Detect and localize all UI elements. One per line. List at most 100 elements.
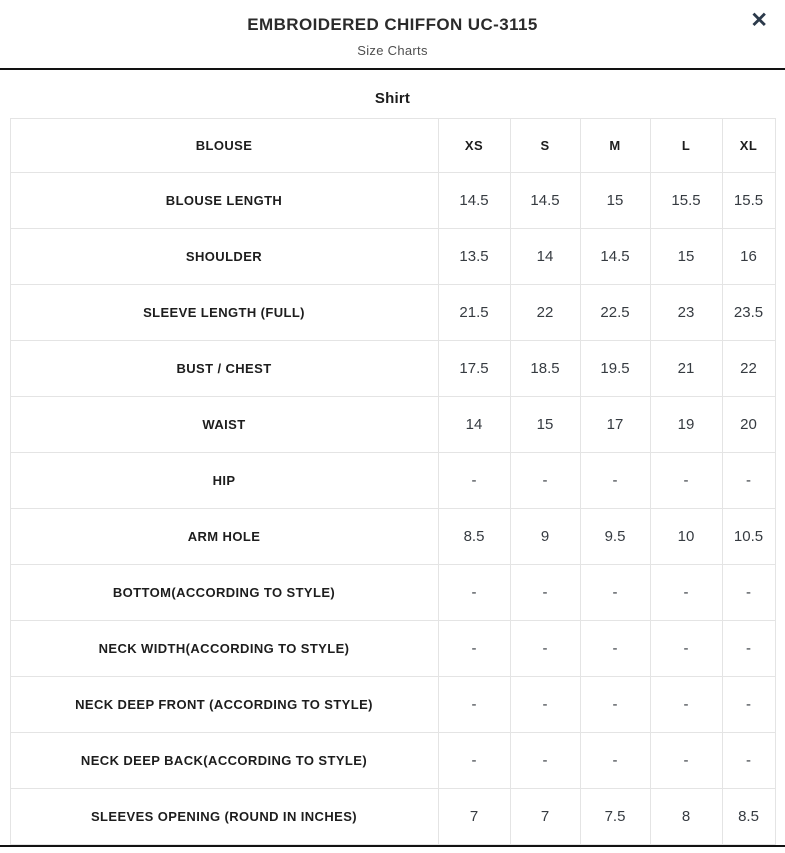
- measurement-value: 9.5: [579, 508, 651, 565]
- measurement-value: 7.5: [579, 788, 651, 845]
- measurement-value: 17: [579, 396, 651, 453]
- row-label: BUST / CHEST: [9, 340, 439, 397]
- measurement-value: 8.5: [437, 508, 511, 565]
- table-row: WAIST 14 15 17 19 20: [9, 396, 776, 453]
- measurement-value: -: [721, 732, 776, 789]
- measurement-value: 15.5: [721, 172, 776, 229]
- section-title-shirt: Shirt: [374, 90, 411, 107]
- measurement-value: 22: [509, 284, 581, 341]
- size-chart-table: BLOUSE XS S M L XL BLOUSE LENGTH 14.5 14.5 15 15.…: [9, 118, 776, 845]
- row-label: SLEEVE LENGTH (FULL): [9, 284, 439, 341]
- measurement-value: -: [721, 676, 776, 733]
- measurement-value: -: [579, 676, 651, 733]
- measurement-value: -: [509, 452, 581, 509]
- measurement-value: -: [579, 732, 651, 789]
- measurement-value: -: [579, 564, 651, 621]
- size-table-body: BLOUSE LENGTH 14.5 14.5 15 15.5 15.5 SHOULDER 1…: [9, 172, 776, 845]
- column-header-size: XS: [437, 118, 511, 173]
- row-label: SLEEVES OPENING (ROUND IN INCHES): [9, 788, 439, 845]
- measurement-value: 14.5: [509, 172, 581, 229]
- measurement-value: -: [721, 452, 776, 509]
- measurement-value: 7: [437, 788, 511, 845]
- measurement-value: 22.5: [579, 284, 651, 341]
- close-icon[interactable]: ✕: [746, 6, 772, 35]
- table-row: SHOULDER 13.5 14 14.5 15 16: [9, 228, 776, 285]
- measurement-value: 15.5: [649, 172, 723, 229]
- row-label: HIP: [9, 452, 439, 509]
- bottom-divider: [0, 845, 785, 847]
- row-label: BLOUSE LENGTH: [9, 172, 439, 229]
- table-row: HIP - - - - -: [9, 452, 776, 509]
- table-row: BLOUSE LENGTH 14.5 14.5 15 15.5 15.5: [9, 172, 776, 229]
- table-row: SLEEVE LENGTH (FULL) 21.5 22 22.5 23 23.5: [9, 284, 776, 341]
- measurement-value: 18.5: [509, 340, 581, 397]
- size-table-header-row: BLOUSE XS S M L XL: [9, 118, 776, 173]
- measurement-value: 10: [649, 508, 723, 565]
- measurement-value: -: [649, 676, 723, 733]
- measurement-value: 21: [649, 340, 723, 397]
- measurement-value: 14.5: [437, 172, 511, 229]
- measurement-value: -: [509, 620, 581, 677]
- measurement-value: -: [509, 676, 581, 733]
- measurement-value: -: [649, 732, 723, 789]
- measurement-value: 23: [649, 284, 723, 341]
- measurement-value: 19: [649, 396, 723, 453]
- column-header-size: XL: [721, 118, 776, 173]
- row-label: WAIST: [9, 396, 439, 453]
- measurement-value: -: [579, 452, 651, 509]
- column-header-blouse: BLOUSE: [9, 118, 439, 173]
- measurement-value: -: [721, 620, 776, 677]
- row-label: NECK WIDTH(ACCORDING TO STYLE): [9, 620, 439, 677]
- measurement-value: 19.5: [579, 340, 651, 397]
- row-label: NECK DEEP FRONT (ACCORDING TO STYLE): [9, 676, 439, 733]
- measurement-value: -: [649, 452, 723, 509]
- row-label: NECK DEEP BACK(ACCORDING TO STYLE): [9, 732, 439, 789]
- measurement-value: -: [437, 620, 511, 677]
- measurement-value: -: [649, 620, 723, 677]
- measurement-value: 20: [721, 396, 776, 453]
- measurement-value: 10.5: [721, 508, 776, 565]
- measurement-value: 14: [509, 228, 581, 285]
- measurement-value: -: [509, 564, 581, 621]
- measurement-value: 15: [649, 228, 723, 285]
- measurement-value: 22: [721, 340, 776, 397]
- row-label: ARM HOLE: [9, 508, 439, 565]
- measurement-value: -: [437, 452, 511, 509]
- table-row: BUST / CHEST 17.5 18.5 19.5 21 22: [9, 340, 776, 397]
- measurement-value: 13.5: [437, 228, 511, 285]
- table-row: NECK DEEP BACK(ACCORDING TO STYLE) - - - - -: [9, 732, 776, 789]
- measurement-value: -: [437, 676, 511, 733]
- measurement-value: 17.5: [437, 340, 511, 397]
- measurement-value: -: [437, 564, 511, 621]
- modal-subtitle: Size Charts: [357, 43, 428, 58]
- measurement-value: -: [649, 564, 723, 621]
- measurement-value: 15: [579, 172, 651, 229]
- column-header-size: M: [579, 118, 651, 173]
- measurement-value: -: [509, 732, 581, 789]
- measurement-value: -: [437, 732, 511, 789]
- measurement-value: 9: [509, 508, 581, 565]
- measurement-value: 23.5: [721, 284, 776, 341]
- row-label: BOTTOM(ACCORDING TO STYLE): [9, 564, 439, 621]
- header-divider: [0, 68, 785, 70]
- measurement-value: 16: [721, 228, 776, 285]
- table-row: NECK DEEP FRONT (ACCORDING TO STYLE) - - - -…: [9, 676, 776, 733]
- measurement-value: 14.5: [579, 228, 651, 285]
- measurement-value: 8.5: [721, 788, 776, 845]
- measurement-value: -: [579, 620, 651, 677]
- product-title: EMBROIDERED CHIFFON UC-3115: [247, 15, 538, 34]
- table-row: NECK WIDTH(ACCORDING TO STYLE) - - - - -: [9, 620, 776, 677]
- table-row: BOTTOM(ACCORDING TO STYLE) - - - - -: [9, 564, 776, 621]
- row-label: SHOULDER: [9, 228, 439, 285]
- table-row: ARM HOLE 8.5 9 9.5 10 10.5: [9, 508, 776, 565]
- measurement-value: 15: [509, 396, 581, 453]
- modal-header: EMBROIDERED CHIFFON UC-3115 Size Charts …: [0, 0, 785, 60]
- measurement-value: -: [721, 564, 776, 621]
- table-row: SLEEVES OPENING (ROUND IN INCHES) 7 7 7.5 8 8…: [9, 788, 776, 845]
- column-header-size: L: [649, 118, 723, 173]
- measurement-value: 21.5: [437, 284, 511, 341]
- measurement-value: 7: [509, 788, 581, 845]
- column-header-size: S: [509, 118, 581, 173]
- measurement-value: 14: [437, 396, 511, 453]
